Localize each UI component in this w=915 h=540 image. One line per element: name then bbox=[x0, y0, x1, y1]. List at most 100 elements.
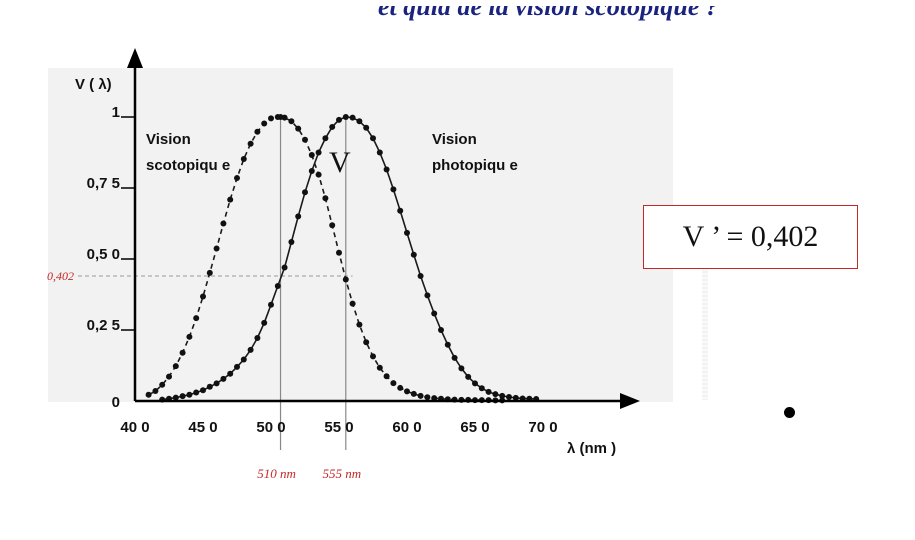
data-point bbox=[336, 249, 342, 256]
data-point bbox=[206, 383, 213, 390]
result-box: V ’ = 0,402 bbox=[643, 205, 858, 269]
data-point bbox=[329, 123, 336, 130]
bullet-dot bbox=[784, 407, 795, 418]
data-point bbox=[451, 354, 458, 361]
data-point bbox=[166, 373, 172, 380]
data-point bbox=[308, 152, 315, 159]
data-point bbox=[261, 319, 268, 326]
data-point bbox=[220, 220, 227, 227]
data-point bbox=[424, 292, 431, 299]
data-point bbox=[213, 245, 220, 252]
x-tick-label: 60 0 bbox=[392, 419, 421, 436]
data-point bbox=[152, 388, 159, 395]
data-point bbox=[404, 388, 410, 395]
data-point bbox=[254, 334, 261, 341]
plot-background bbox=[48, 68, 673, 402]
data-point bbox=[512, 394, 519, 401]
data-point bbox=[349, 300, 356, 307]
data-point bbox=[342, 114, 349, 120]
data-point bbox=[179, 349, 186, 356]
data-point bbox=[308, 167, 315, 174]
data-point bbox=[370, 135, 376, 142]
data-point bbox=[458, 365, 465, 372]
y-axis-arrow bbox=[127, 48, 143, 68]
x-tick-label: 45 0 bbox=[188, 419, 217, 436]
data-point bbox=[417, 392, 424, 399]
x-axis-arrow bbox=[620, 393, 640, 409]
x-tick-label: 40 0 bbox=[120, 419, 149, 436]
data-point bbox=[213, 380, 220, 387]
y-tick-label: 0,7 5 bbox=[87, 175, 120, 192]
data-point bbox=[302, 189, 308, 196]
data-point bbox=[281, 114, 288, 121]
data-point bbox=[356, 321, 363, 328]
data-point bbox=[254, 128, 261, 135]
x-tick-label: 70 0 bbox=[528, 419, 557, 436]
data-point bbox=[506, 394, 512, 401]
data-point bbox=[234, 175, 240, 182]
data-point bbox=[193, 389, 200, 396]
y-tick-label: 0 bbox=[112, 394, 120, 411]
data-point bbox=[438, 327, 444, 333]
data-point bbox=[234, 363, 240, 370]
data-point bbox=[499, 392, 506, 399]
data-point bbox=[227, 196, 234, 203]
data-point bbox=[410, 390, 417, 397]
result-value: V ’ = 0,402 bbox=[682, 220, 819, 253]
data-point bbox=[247, 346, 254, 353]
data-point bbox=[356, 118, 363, 125]
series-label: photopiqu e bbox=[432, 157, 518, 174]
data-point bbox=[240, 156, 247, 163]
x-tick-label: 55 0 bbox=[324, 419, 353, 436]
data-point bbox=[485, 388, 492, 395]
data-point bbox=[376, 149, 383, 156]
x-tick-label: 65 0 bbox=[460, 419, 489, 436]
data-point bbox=[383, 373, 390, 380]
data-point bbox=[179, 393, 186, 400]
data-point bbox=[172, 394, 179, 401]
data-point bbox=[370, 353, 376, 360]
data-point bbox=[315, 171, 322, 178]
data-point bbox=[478, 385, 485, 392]
series-label: Vision bbox=[146, 131, 191, 148]
data-point bbox=[200, 293, 206, 300]
y-axis-title: V ( λ) bbox=[75, 76, 112, 93]
data-point bbox=[397, 384, 404, 391]
data-point bbox=[417, 273, 424, 280]
data-point bbox=[431, 310, 438, 317]
series-label: Vision bbox=[432, 131, 477, 148]
data-point bbox=[397, 207, 404, 214]
data-point bbox=[363, 124, 370, 131]
data-point bbox=[472, 380, 478, 387]
data-point bbox=[281, 264, 288, 271]
data-point bbox=[322, 195, 329, 202]
data-point bbox=[274, 282, 281, 289]
data-point bbox=[200, 387, 206, 394]
data-point bbox=[302, 136, 308, 143]
data-point bbox=[390, 186, 397, 193]
data-point bbox=[186, 391, 193, 398]
data-point bbox=[424, 394, 431, 401]
data-point bbox=[410, 251, 417, 258]
data-point bbox=[240, 356, 247, 363]
data-point bbox=[172, 363, 179, 370]
data-point bbox=[159, 381, 166, 388]
data-point bbox=[376, 364, 383, 371]
data-point bbox=[315, 149, 322, 156]
faint-bar-decoration bbox=[702, 255, 708, 400]
data-point bbox=[247, 140, 254, 147]
data-point bbox=[465, 373, 472, 380]
series-label: scotopiqu e bbox=[146, 157, 230, 174]
data-point bbox=[444, 341, 451, 348]
data-point bbox=[227, 370, 234, 377]
data-point bbox=[383, 166, 390, 173]
data-point bbox=[329, 222, 336, 229]
data-point bbox=[295, 213, 302, 220]
data-point bbox=[206, 269, 213, 276]
y-tick-label: 1 bbox=[112, 104, 120, 121]
data-point bbox=[193, 315, 200, 322]
data-point bbox=[268, 301, 274, 308]
data-point bbox=[404, 229, 410, 236]
data-point bbox=[390, 380, 397, 387]
